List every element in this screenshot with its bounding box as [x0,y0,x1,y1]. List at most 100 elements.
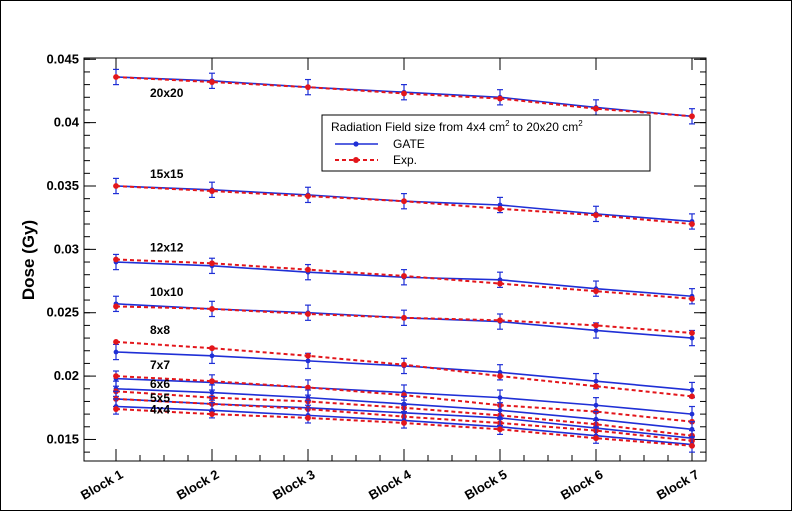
exp-point [689,221,695,227]
group-label-20x20: 20x20 [150,86,184,100]
group-label-8x8: 8x8 [150,323,170,337]
exp-point [401,361,407,368]
legend-gate-label: GATE [393,137,425,151]
gate-point [305,358,311,364]
exp-point [209,378,215,385]
y-axis-label: Dose (Gy) [19,220,38,300]
x-tick-label: Block 5 [462,467,510,503]
gate-point [593,328,599,333]
field-group-20x20 [113,68,695,125]
field-group-7x7 [113,370,695,425]
legend-title-sup2: 2 [578,119,583,128]
x-tick-label: Block 7 [654,467,702,503]
field-group-4x4 [113,398,695,453]
exp-point [209,345,215,352]
gate-point [689,387,695,393]
x-tick-label: Block 1 [78,467,126,503]
legend: Radiation Field size from 4x4 cm2 to 20x… [321,114,651,172]
legend-title-part1: Radiation Field size from 4x4 cm [331,120,505,134]
exp-point [401,273,407,279]
group-label-5x5: 5x5 [150,391,170,405]
exp-point [305,266,311,273]
exp-point [689,113,695,120]
exp-point [209,260,215,267]
gate-point [689,335,695,341]
group-label-7x7: 7x7 [150,358,170,372]
gate-point [497,395,503,401]
exp-point [113,406,119,412]
group-label-10x10: 10x10 [150,285,184,299]
exp-point [593,288,599,295]
exp-point [209,411,215,418]
gate-point [209,390,215,395]
legend-title-sup1: 2 [505,119,510,128]
group-label-15x15: 15x15 [150,167,184,181]
exp-point [113,74,119,80]
x-tick-label: Block 3 [270,467,318,503]
gate-point [689,411,695,417]
group-label-4x4: 4x4 [150,403,170,417]
x-tick-label: Block 6 [558,467,606,503]
exp-point [401,314,407,321]
group-label-12x12: 12x12 [150,241,184,255]
legend-exp-marker [353,157,359,163]
gate-point [593,378,599,384]
exp-point [593,435,599,442]
exp-point [305,84,311,91]
field-group-15x15 [113,177,695,230]
exp-point [209,188,215,194]
exp-point [305,415,311,421]
exp-point [401,198,407,205]
group-label-6x6: 6x6 [150,377,170,391]
exp-point [497,317,503,324]
legend-exp-label: Exp. [393,153,417,167]
gate-point [209,353,215,359]
exp-point [401,90,407,97]
exp-point [497,95,503,102]
exp-point [113,373,119,379]
y-tick-label: 0.015 [46,431,79,446]
gate-point [593,402,599,408]
y-tick-label: 0.02 [54,368,79,383]
gate-point [113,349,119,355]
legend-title-part2: to 20x20 cm [510,120,579,134]
exp-point [209,306,215,312]
exp-point [305,384,311,391]
x-tick-label: Block 4 [366,466,414,502]
y-tick-label: 0.04 [54,115,80,130]
exp-point [401,420,407,426]
exp-point [689,442,695,449]
exp-point [593,105,599,112]
exp-point [689,393,695,400]
exp-point [497,373,503,379]
exp-point [209,79,215,85]
y-tick-label: 0.03 [54,241,79,256]
exp-point [305,352,311,359]
series-layer [113,68,695,453]
exp-point [497,280,503,287]
exp-point [689,295,695,302]
field-group-12x12 [113,253,695,305]
x-tick-label: Block 2 [174,467,222,503]
exp-point [305,193,311,200]
exp-point [305,311,311,317]
exp-point [113,338,119,345]
exp-point [593,322,599,329]
field-group-10x10 [113,295,695,347]
legend-box [321,114,651,172]
legend-gate-marker [353,141,359,147]
exp-point [689,330,695,336]
y-tick-label: 0.025 [46,305,79,320]
exp-point [593,212,599,219]
exp-point [113,303,119,310]
exp-point [593,383,599,390]
exp-point [113,256,119,263]
y-tick-label: 0.035 [46,178,79,193]
exp-point [497,426,503,433]
y-tick-label: 0.045 [46,51,79,66]
field-group-8x8 [113,338,695,400]
exp-point [113,183,119,189]
exp-point [497,205,503,212]
